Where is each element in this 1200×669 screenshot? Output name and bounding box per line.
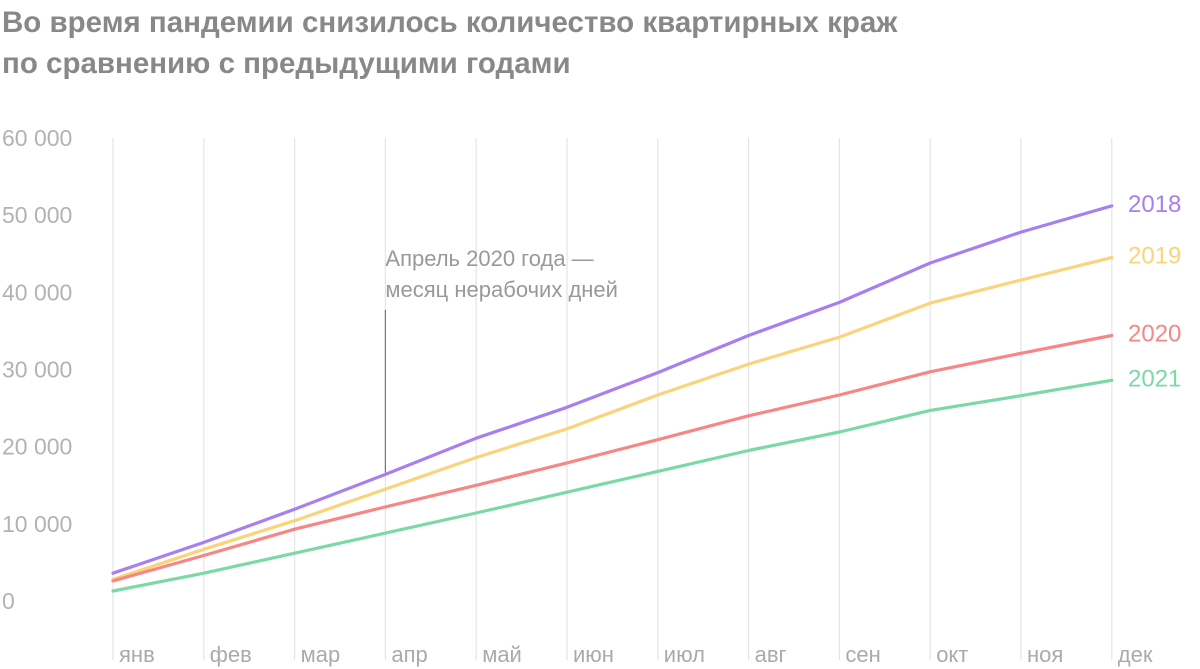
y-axis-ticks: 0 10 000 20 000 30 000 40 000 50 000 60 000 [2, 125, 72, 614]
series-line-2019 [111, 256, 1114, 582]
series-line-2018 [111, 204, 1114, 575]
y-tick-label: 30 000 [2, 357, 72, 383]
series-label-2019: 2019 [1128, 243, 1181, 270]
y-tick-label: 50 000 [2, 202, 72, 228]
x-tick-label: мар [301, 642, 341, 667]
annotation: Апрель 2020 года — месяц нерабочих дней [384, 246, 618, 473]
x-tick-label: апр [391, 642, 427, 667]
x-tick-label: май [482, 642, 522, 667]
x-tick-label: сен [845, 642, 880, 667]
x-tick-label: янв [119, 642, 155, 667]
x-tick-label: авг [755, 642, 787, 667]
annotation-text-line: месяц нерабочих дней [385, 277, 618, 302]
series-line-2021 [111, 378, 1114, 593]
x-tick-label: окт [936, 642, 968, 667]
chart-title-line-1: Во время пандемии снизилось количество к… [2, 6, 898, 39]
x-tick-label: июн [573, 642, 614, 667]
chart-title-line-2: по сравнению с предыдущими годами [2, 47, 571, 80]
x-axis-ticks: янв фев мар апр май июн июл авг сен окт ноя дек [119, 642, 1153, 667]
series-labels: 2018 2019 2020 2021 [1128, 191, 1181, 392]
x-tick-label: ноя [1027, 642, 1063, 667]
x-tick-label: дек [1118, 642, 1153, 667]
series-label-2020: 2020 [1128, 321, 1181, 348]
y-tick-label: 20 000 [2, 434, 72, 460]
series-label-2021: 2021 [1128, 365, 1181, 392]
chart-title: Во время пандемии снизилось количество к… [2, 2, 1182, 84]
series-label-2018: 2018 [1128, 191, 1181, 218]
y-tick-label: 40 000 [2, 279, 72, 305]
y-tick-label: 60 000 [2, 125, 72, 151]
x-tick-label: июл [664, 642, 705, 667]
series-line-2020 [111, 333, 1114, 583]
x-tick-label: фев [210, 642, 252, 667]
y-tick-label: 0 [2, 588, 15, 614]
y-tick-label: 10 000 [2, 511, 72, 537]
series-lines [111, 204, 1114, 593]
grid-lines [112, 138, 1113, 660]
annotation-text-line: Апрель 2020 года — [385, 246, 593, 271]
